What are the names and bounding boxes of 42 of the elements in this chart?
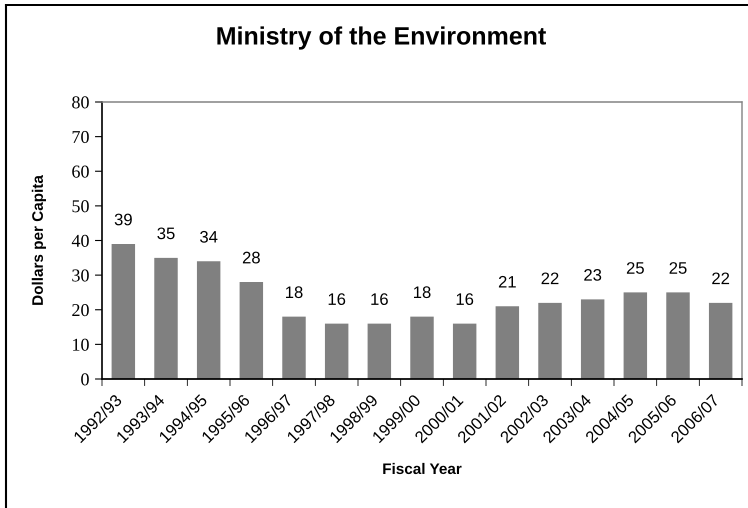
bar xyxy=(580,299,604,379)
data-label: 28 xyxy=(242,252,260,264)
data-label: 16 xyxy=(371,293,388,306)
data-label: 39 xyxy=(114,214,132,226)
y-axis-title: Dollars per Capita xyxy=(32,175,46,305)
y-tick-label: 50 xyxy=(72,200,89,212)
bar xyxy=(410,316,434,379)
chart-title: Ministry of the Environment xyxy=(217,26,546,50)
bar xyxy=(496,306,520,379)
y-tick-label: 10 xyxy=(73,338,89,351)
data-label: 16 xyxy=(328,293,346,306)
data-label: 22 xyxy=(542,272,558,284)
bar xyxy=(112,244,136,379)
data-label: 22 xyxy=(712,272,730,284)
x-axis-title: Fiscal Year xyxy=(383,462,462,474)
y-tick-label: 20 xyxy=(72,304,89,316)
data-label: 34 xyxy=(200,230,218,243)
bar xyxy=(240,282,264,379)
data-label: 18 xyxy=(414,286,431,298)
y-tick-label: 80 xyxy=(72,96,89,108)
bar xyxy=(624,292,648,379)
bar xyxy=(324,324,348,379)
data-label: 21 xyxy=(498,276,516,288)
bar xyxy=(282,316,306,379)
y-tick-label: 30 xyxy=(72,269,89,282)
data-label: 25 xyxy=(670,262,687,274)
y-tick-label: 40 xyxy=(72,234,89,247)
y-tick-label: 60 xyxy=(72,166,89,178)
bar xyxy=(538,302,562,379)
y-tick-label: 0 xyxy=(81,373,89,386)
data-label: 16 xyxy=(456,293,474,306)
bar xyxy=(196,261,220,379)
bar xyxy=(666,292,690,379)
bar xyxy=(368,324,392,379)
data-label: 23 xyxy=(584,268,602,281)
y-tick-label: 70 xyxy=(72,130,89,144)
data-label: 18 xyxy=(286,286,303,298)
bar xyxy=(154,258,178,379)
data-label: 35 xyxy=(157,227,175,240)
bar xyxy=(708,302,732,379)
bar xyxy=(452,324,476,379)
data-label: 25 xyxy=(626,262,644,274)
